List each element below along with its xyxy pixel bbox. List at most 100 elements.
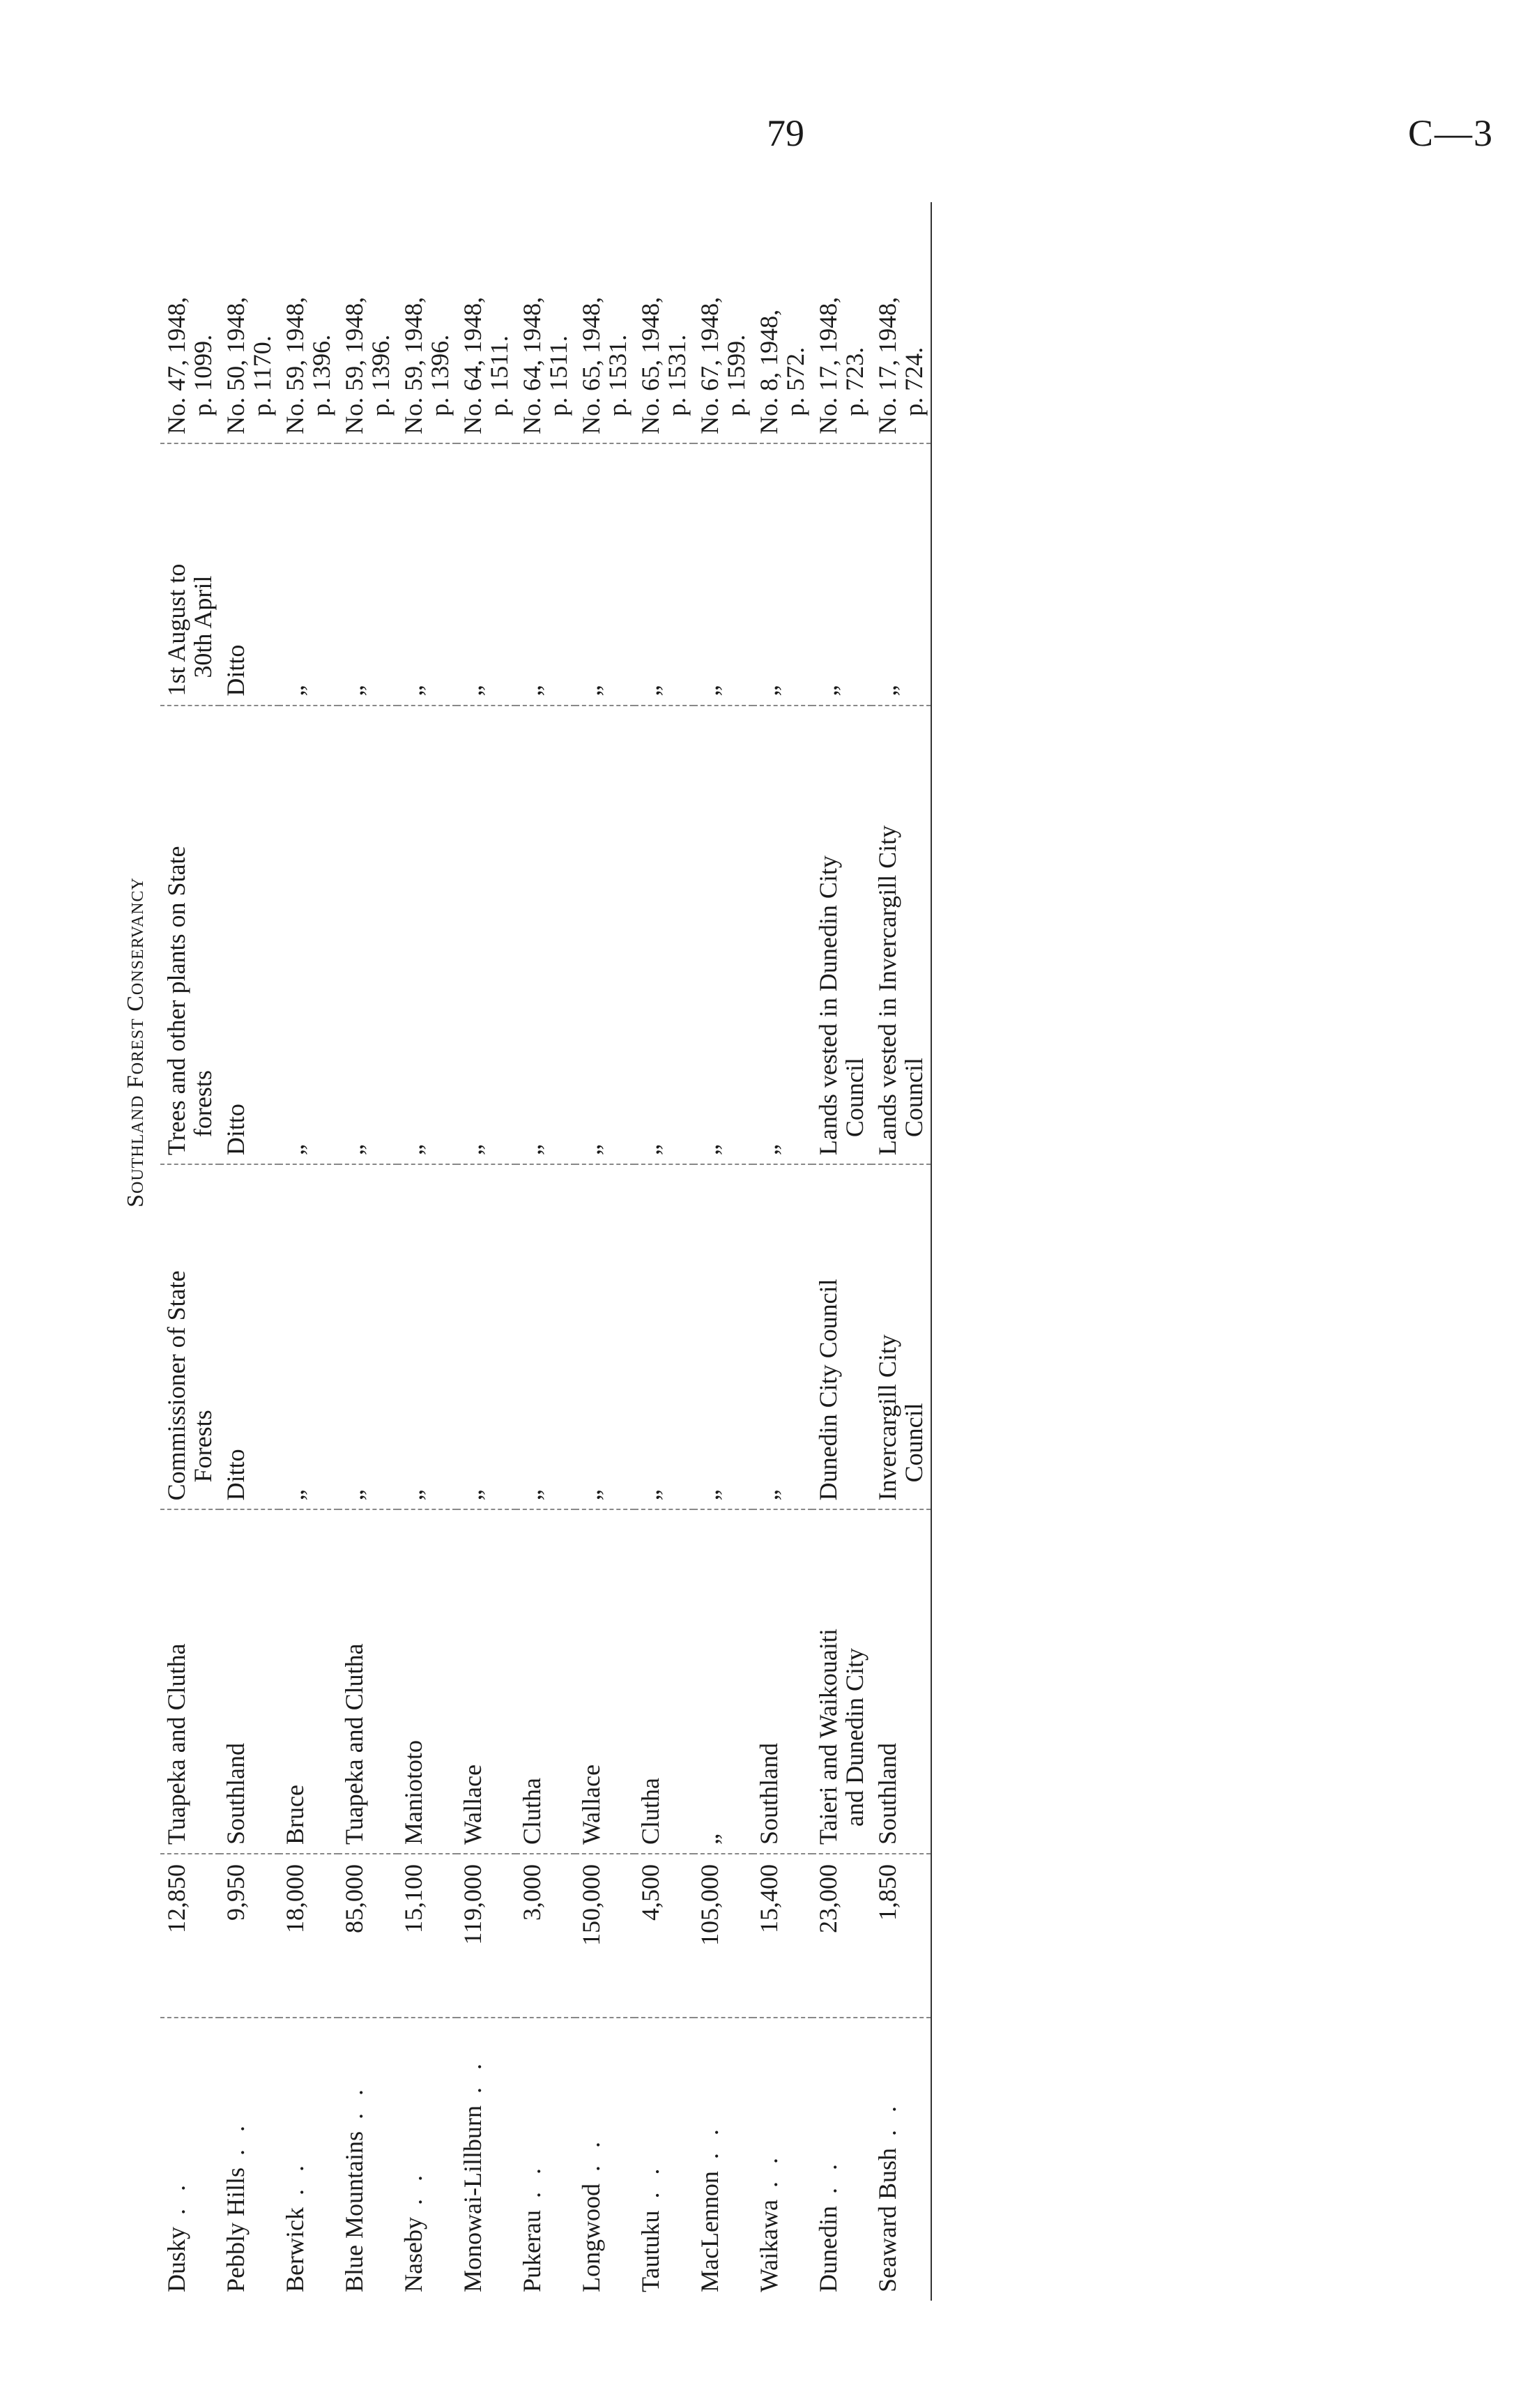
area-name-cell: Pebbly Hills	[220, 2018, 279, 2301]
gazette-reference-continued: p. 1396.	[426, 334, 454, 416]
controlling-authority: „	[755, 1489, 783, 1501]
area-name: Berwick	[281, 2160, 309, 2292]
table-row: Blue Mountains 85,000 Tuapeka and Clutha „ „…	[338, 202, 397, 2301]
closed-period: „	[814, 685, 842, 696]
area-name: Seaward Bush	[873, 2101, 901, 2292]
controlling-authority: „	[696, 1489, 724, 1501]
protected-plants-cell: „	[338, 705, 397, 1165]
area-name: Waikawa	[755, 2152, 783, 2292]
gazette-reference-cell: No. 67, 1948, p. 1599.	[694, 202, 753, 443]
protected-plants-cell: Lands vested in Dunedin City Council	[812, 705, 871, 1165]
gazette-reference-continued: p. 1599.	[722, 334, 750, 416]
county-district-cell: „	[694, 1509, 753, 1854]
protected-plants: „	[459, 1144, 487, 1156]
gazette-reference-continued: p. 1531.	[604, 334, 632, 416]
closed-period: „	[696, 685, 724, 696]
gazette-reference-continued: p. 1511.	[485, 335, 513, 416]
gazette-reference-continued: p. 572.	[781, 346, 809, 416]
protected-plants-cell: „	[397, 705, 457, 1165]
area-acres-cell: 18,000	[279, 1853, 338, 2018]
table-row: Pebbly Hills 9,950 Southland Ditto Ditto Ditt…	[220, 202, 279, 2301]
gazette-reference-continued: p. 1396.	[307, 334, 335, 416]
gazette-reference: No. 47, 1948,	[162, 296, 190, 434]
county-district-cell: Southland	[220, 1509, 279, 1854]
area-acres: 18,000	[281, 1864, 309, 1933]
county-district: Taieri and Waikouaiti	[814, 1629, 842, 1845]
area-acres-cell: 1,850	[871, 1853, 931, 2018]
closed-period: „	[518, 685, 546, 696]
gazette-reference: No. 8, 1948,	[755, 309, 783, 434]
county-district-cell: Maniototo	[397, 1509, 457, 1854]
county-district: Wallace	[577, 1764, 605, 1845]
gazette-reference: No. 17, 1948,	[814, 296, 842, 434]
closed-period-cell: „	[694, 443, 753, 706]
protected-plants: Ditto	[222, 1104, 250, 1156]
closed-period-cell: „	[457, 443, 516, 706]
area-name: MacLennon	[696, 2124, 724, 2292]
area-acres-cell: 12,850	[160, 1853, 220, 2018]
gazette-reference-continued: p. 1170.	[248, 335, 276, 416]
county-district-cell: Clutha	[634, 1509, 694, 1854]
controlling-authority: „	[577, 1489, 605, 1501]
area-name-cell: Berwick	[279, 2018, 338, 2301]
county-district-cell: Clutha	[516, 1509, 575, 1854]
controlling-authority: „	[340, 1489, 368, 1501]
table-title: Southland Forest Conservancy	[123, 877, 148, 1207]
closed-period-cell: 1st August to 30th April	[160, 443, 220, 706]
closed-period: „	[340, 685, 368, 696]
county-district: Southland	[873, 1742, 901, 1845]
closed-period: „	[755, 685, 783, 696]
area-name: Pebbly Hills	[222, 2120, 250, 2292]
county-district: Tuapeka and Clutha	[162, 1643, 190, 1845]
area-acres: 1,850	[873, 1864, 901, 1921]
area-acres-cell: 150,000	[575, 1853, 634, 2018]
gazette-reference-cell: No. 64, 1948, p. 1511.	[516, 202, 575, 443]
protected-plants: „	[577, 1144, 605, 1156]
county-district: Southland	[222, 1742, 250, 1845]
controlling-authority-cell: „	[516, 1164, 575, 1510]
protected-plants-cell: „	[279, 705, 338, 1165]
gazette-reference-cell: No. 59, 1948, p. 1396.	[338, 202, 397, 443]
closed-period-cell: Ditto	[220, 443, 279, 706]
forest-conservancy-table: Dusky 12,850 Tuapeka and Clutha Commissione…	[160, 202, 932, 2301]
protected-plants-continued: Council	[841, 1058, 869, 1138]
county-district: Maniototo	[399, 1739, 427, 1845]
protected-plants-cell: „	[516, 705, 575, 1165]
gazette-reference-cell: No. 50, 1948, p. 1170.	[220, 202, 279, 443]
county-district: „	[696, 1833, 724, 1845]
closed-period: „	[873, 685, 901, 696]
area-name-cell: Naseby	[397, 2018, 457, 2301]
area-name: Dusky	[162, 2179, 190, 2292]
closed-period: „	[636, 685, 664, 696]
protected-plants: Lands vested in Invercargill City	[873, 825, 901, 1156]
gazette-reference-cell: No. 17, 1948, p. 724.	[871, 202, 931, 443]
controlling-authority-cell: Dunedin City Council	[812, 1164, 871, 1510]
area-acres-cell: 23,000	[812, 1853, 871, 2018]
gazette-reference: No. 59, 1948,	[281, 296, 309, 434]
county-district-cell: Southland	[871, 1509, 931, 1854]
county-district-cell: Southland	[753, 1509, 812, 1854]
gazette-reference: No. 50, 1948,	[222, 296, 250, 434]
gazette-reference-cell: No. 8, 1948, p. 572.	[753, 202, 812, 443]
controlling-authority-cell: Invercargill City Council	[871, 1164, 931, 1510]
gazette-reference-cell: No. 59, 1948, p. 1396.	[279, 202, 338, 443]
protected-plants: „	[696, 1144, 724, 1156]
controlling-authority-cell: „	[694, 1164, 753, 1510]
area-name-cell: Longwood	[575, 2018, 634, 2301]
area-acres-cell: 15,400	[753, 1853, 812, 2018]
controlling-authority-cell: Ditto	[220, 1164, 279, 1510]
page-number: 79	[767, 112, 804, 154]
area-acres-cell: 15,100	[397, 1853, 457, 2018]
county-district: Tuapeka and Clutha	[340, 1643, 368, 1845]
county-district-continued: and Dunedin City	[841, 1647, 869, 1827]
protected-plants: „	[399, 1144, 427, 1156]
closed-period-cell: „	[634, 443, 694, 706]
closed-period-cell: „	[279, 443, 338, 706]
gazette-reference-continued: p. 1511.	[544, 335, 572, 416]
gazette-reference-continued: p. 1396.	[367, 334, 395, 416]
table-row: Monowai-Lillburn 119,000 Wallace „ „ „ No. 64,…	[457, 202, 516, 2301]
gazette-reference: No. 64, 1948,	[518, 296, 546, 434]
closed-period: „	[459, 685, 487, 696]
controlling-authority-cell: „	[338, 1164, 397, 1510]
